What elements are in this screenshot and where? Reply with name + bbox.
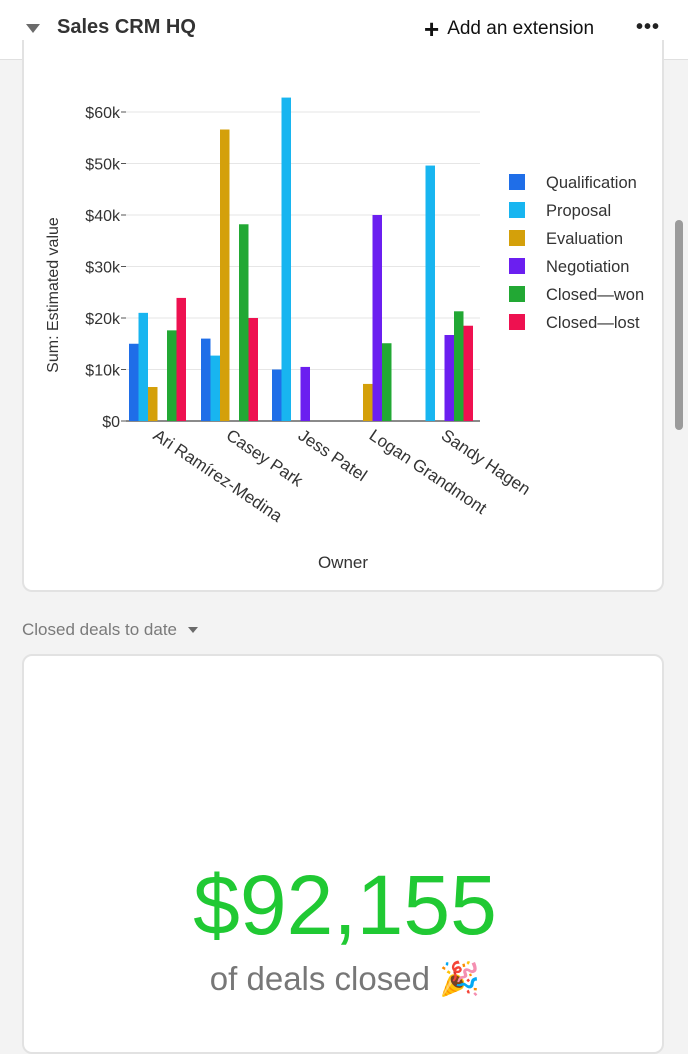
legend-label: Proposal	[546, 202, 611, 220]
x-axis-label: Owner	[318, 553, 368, 572]
party-popper-icon: 🎉	[439, 960, 481, 997]
y-tick-label: $50k	[85, 157, 121, 174]
bar-proposal-0[interactable]	[138, 312, 149, 421]
add-extension-button[interactable]: + Add an extension	[424, 14, 594, 44]
closed-deals-value: $92,155	[193, 858, 497, 952]
x-tick-label: Jess Patel	[295, 426, 371, 486]
add-extension-label: Add an extension	[447, 18, 595, 39]
more-options-icon[interactable]: •••	[636, 16, 661, 38]
summary-section-label: Closed deals to date	[22, 620, 177, 639]
y-tick-label: $30k	[85, 260, 121, 277]
bar-negotiation-4[interactable]	[444, 334, 455, 421]
y-tick-label: $60k	[85, 105, 121, 122]
bar-proposal-1[interactable]	[210, 355, 221, 421]
plus-icon: +	[424, 14, 440, 44]
legend-swatch	[509, 230, 525, 246]
bar-proposal-2[interactable]	[281, 97, 292, 421]
legend-swatch	[509, 286, 525, 302]
bar-evaluation-0[interactable]	[148, 387, 158, 421]
bar-closed-lost-1[interactable]	[248, 318, 259, 421]
legend-swatch	[509, 174, 525, 190]
closed-deals-caption: of deals closed 🎉	[24, 960, 666, 999]
legend-swatch	[509, 258, 525, 274]
legend-label: Qualification	[546, 174, 637, 192]
chart-card	[22, 40, 664, 592]
caption-text: of deals closed	[209, 960, 430, 997]
bar-negotiation-2[interactable]	[300, 366, 311, 421]
collapse-caret-icon[interactable]	[26, 24, 40, 33]
x-tick-label: Logan Grandmont	[366, 426, 490, 519]
dropdown-caret-icon	[188, 627, 198, 633]
y-tick-label: $20k	[85, 311, 121, 328]
bar-closed-won-1[interactable]	[239, 224, 249, 421]
y-tick-label: $0	[102, 414, 120, 431]
bar-closed-won-0[interactable]	[167, 330, 177, 421]
bar-qualification-1[interactable]	[201, 338, 211, 421]
y-tick-label: $10k	[85, 363, 121, 380]
bar-evaluation-1[interactable]	[220, 129, 230, 421]
bar-proposal-4[interactable]	[425, 165, 436, 421]
legend-label: Negotiation	[546, 258, 629, 276]
bar-closed-won-4[interactable]	[454, 311, 464, 421]
summary-card: $92,155 of deals closed 🎉	[22, 654, 664, 1054]
legend-swatch	[509, 314, 525, 330]
legend-label: Closed—lost	[546, 314, 640, 332]
base-title[interactable]: Sales CRM HQ	[57, 16, 196, 38]
x-tick-label: Ari Ramírez-Medina	[150, 426, 286, 527]
bar-closed-lost-4[interactable]	[463, 325, 474, 421]
y-tick-label: $40k	[85, 208, 121, 225]
legend-label: Evaluation	[546, 230, 623, 248]
legend-swatch	[509, 202, 525, 218]
bar-closed-lost-0[interactable]	[176, 297, 187, 421]
bar-closed-won-3[interactable]	[382, 343, 392, 421]
bar-qualification-2[interactable]	[272, 369, 282, 422]
bar-qualification-0[interactable]	[129, 343, 139, 421]
legend-label: Closed—won	[546, 286, 644, 304]
y-axis-label: Sum: Estimated value	[45, 217, 62, 373]
summary-section-header[interactable]: Closed deals to date	[22, 620, 198, 640]
scrollbar[interactable]	[675, 220, 683, 430]
bar-evaluation-3[interactable]	[363, 383, 373, 421]
bar-chart: $0 $10k $20k $30k $40k $50k $60k Ari Ramírez-M…	[45, 97, 644, 572]
bar-negotiation-3[interactable]	[372, 215, 383, 421]
